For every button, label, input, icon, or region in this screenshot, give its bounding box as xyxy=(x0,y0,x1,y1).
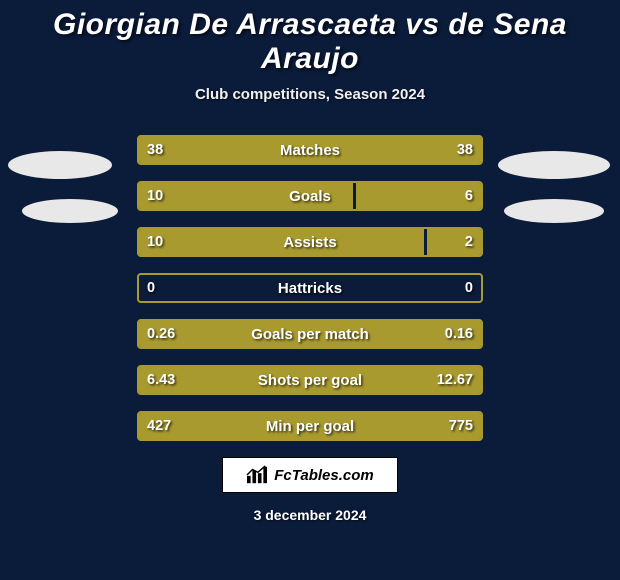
stat-value-right: 6 xyxy=(465,183,473,209)
stat-label: Assists xyxy=(139,229,481,255)
stat-value-right: 38 xyxy=(457,137,473,163)
logo-text: FcTables.com xyxy=(274,467,373,484)
stat-row: 0.26Goals per match0.16 xyxy=(137,319,483,349)
stat-row: 10Assists2 xyxy=(137,227,483,257)
decorative-ellipse xyxy=(504,199,604,223)
stat-value-right: 775 xyxy=(449,413,473,439)
page-subtitle: Club competitions, Season 2024 xyxy=(0,86,620,103)
comparison-chart: 38Matches3810Goals610Assists20Hattricks0… xyxy=(0,135,620,441)
page-title: Giorgian De Arrascaeta vs de Sena Araujo xyxy=(0,0,620,76)
stat-label: Hattricks xyxy=(139,275,481,301)
stat-label: Goals xyxy=(139,183,481,209)
stat-value-right: 0.16 xyxy=(445,321,473,347)
stat-row: 0Hattricks0 xyxy=(137,273,483,303)
stat-value-right: 0 xyxy=(465,275,473,301)
stat-label: Goals per match xyxy=(139,321,481,347)
stat-value-right: 2 xyxy=(465,229,473,255)
stat-row: 10Goals6 xyxy=(137,181,483,211)
stat-label: Shots per goal xyxy=(139,367,481,393)
stat-row: 6.43Shots per goal12.67 xyxy=(137,365,483,395)
decorative-ellipse xyxy=(22,199,118,223)
stat-label: Matches xyxy=(139,137,481,163)
fctables-logo: FcTables.com xyxy=(222,457,398,493)
bar-chart-icon xyxy=(246,465,268,485)
stat-label: Min per goal xyxy=(139,413,481,439)
stat-row: 427Min per goal775 xyxy=(137,411,483,441)
stat-row: 38Matches38 xyxy=(137,135,483,165)
decorative-ellipse xyxy=(498,151,610,179)
decorative-ellipse xyxy=(8,151,112,179)
stat-value-right: 12.67 xyxy=(437,367,473,393)
footer-date: 3 december 2024 xyxy=(0,507,620,523)
